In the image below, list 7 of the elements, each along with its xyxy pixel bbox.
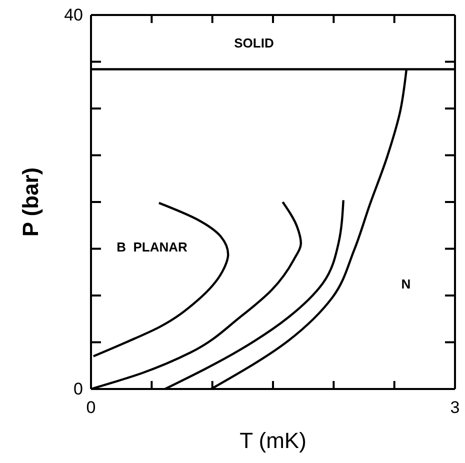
annotation: SOLID: [234, 35, 274, 50]
x-axis-title: T (mK): [240, 428, 306, 453]
x-tick-label: 3: [450, 398, 460, 418]
annotation: N: [401, 276, 411, 292]
annotation: B PLANAR: [116, 239, 188, 254]
y-tick-label: 40: [64, 5, 83, 24]
y-axis-title: P (bar): [18, 167, 43, 237]
